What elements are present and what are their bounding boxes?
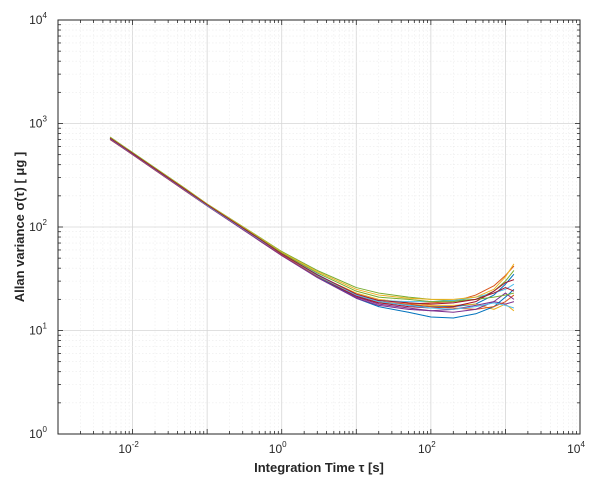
series-line-14 bbox=[109, 137, 515, 305]
series-lines bbox=[109, 136, 515, 319]
x-tick-label: 104 bbox=[567, 440, 585, 456]
y-tick-label: 101 bbox=[29, 322, 47, 338]
grid-lines bbox=[58, 20, 580, 434]
y-tick-label: 104 bbox=[29, 11, 47, 27]
x-tick-label: 100 bbox=[269, 440, 287, 456]
tick-marks bbox=[58, 20, 580, 434]
x-tick-labels: 10-2 100 102 104 bbox=[118, 440, 585, 456]
series-line-11 bbox=[109, 138, 515, 313]
y-tick-label: 100 bbox=[29, 425, 47, 441]
x-axis-label: Integration Time τ [s] bbox=[254, 460, 384, 475]
x-tick-label: 102 bbox=[418, 440, 436, 456]
y-tick-label: 102 bbox=[29, 218, 47, 234]
x-tick-label: 10-2 bbox=[118, 440, 139, 456]
y-tick-labels: 100 101 102 103 104 bbox=[29, 11, 47, 441]
y-axis-label: Allan variance σ(τ) [ μg ] bbox=[12, 152, 27, 303]
y-tick-label: 103 bbox=[29, 115, 47, 131]
